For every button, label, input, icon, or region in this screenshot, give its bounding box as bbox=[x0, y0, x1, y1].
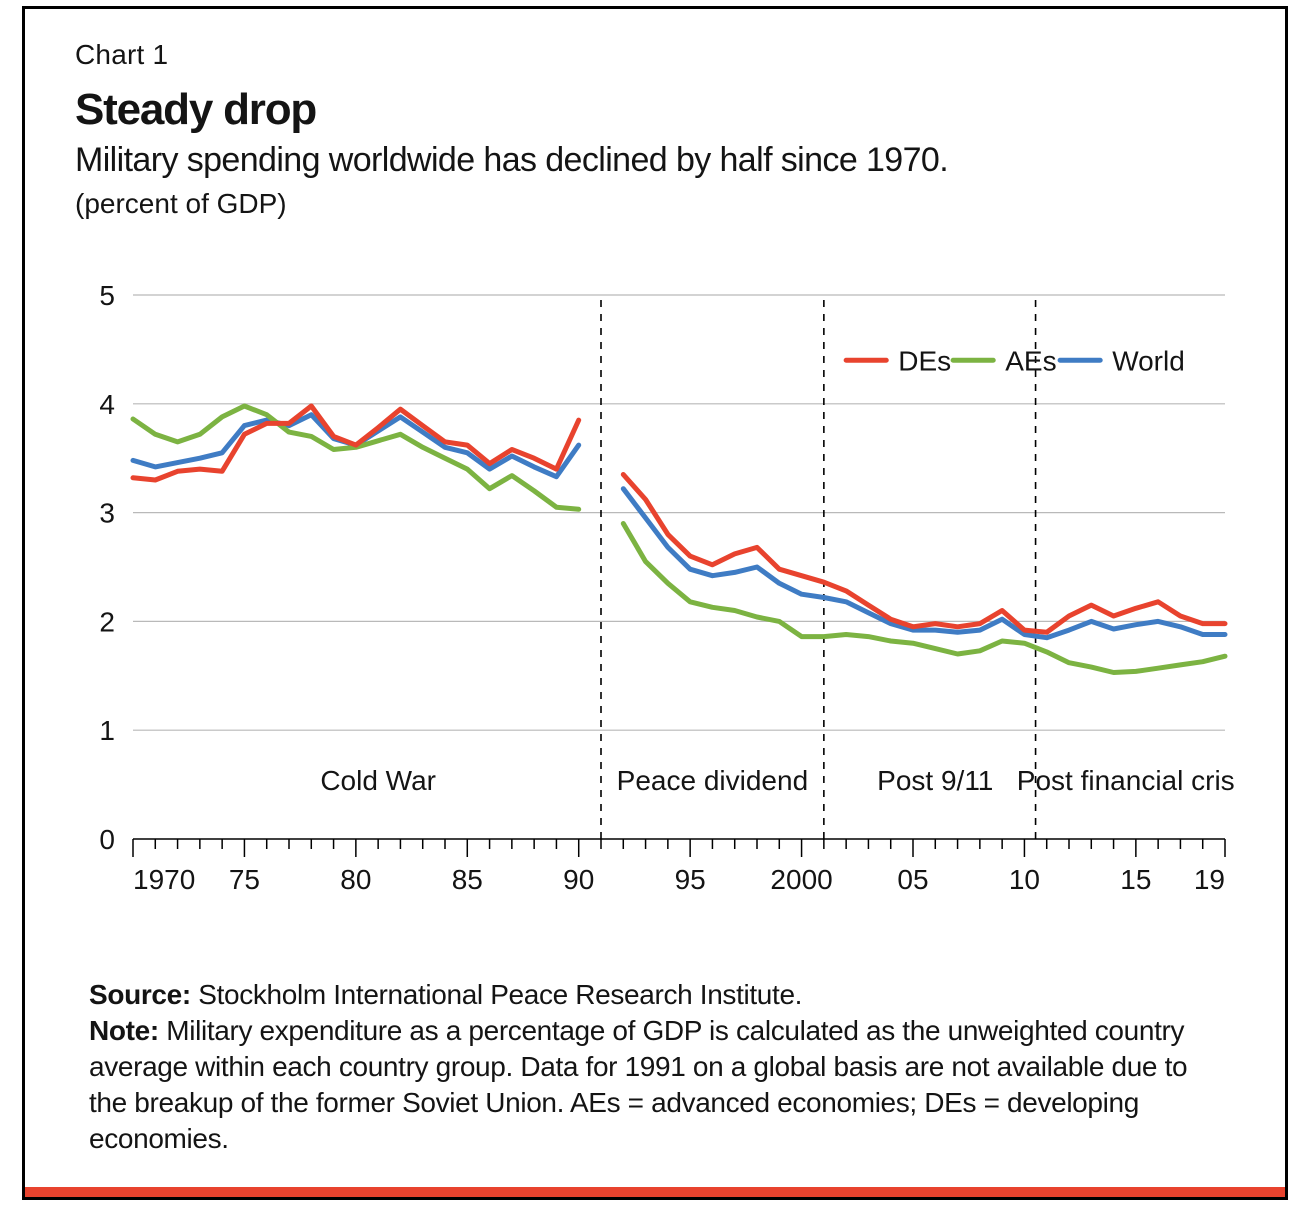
chart-unit-label: (percent of GDP) bbox=[75, 188, 1235, 220]
note-line: Note: Military expenditure as a percenta… bbox=[89, 1013, 1205, 1157]
legend-label: DEs bbox=[898, 345, 951, 376]
chart-footer: Source: Stockholm International Peace Re… bbox=[89, 977, 1205, 1157]
x-tick-label: 80 bbox=[340, 864, 371, 895]
y-tick-label: 0 bbox=[99, 824, 115, 855]
period-label: Cold War bbox=[320, 765, 436, 796]
chart-header: Chart 1 Steady drop Military spending wo… bbox=[75, 39, 1235, 220]
x-tick-label: 1970 bbox=[133, 864, 195, 895]
y-tick-label: 3 bbox=[99, 498, 115, 529]
note-text: Military expenditure as a percentage of … bbox=[89, 1015, 1187, 1154]
x-tick-label: 05 bbox=[897, 864, 928, 895]
x-tick-label: 75 bbox=[229, 864, 260, 895]
x-tick-label: 90 bbox=[563, 864, 594, 895]
chart-plot: 0 1 2 3 4 5 1970 75 80 85 90 95 2000 05 10 15 19 Cold War… bbox=[75, 285, 1235, 925]
x-tick-label: 15 bbox=[1120, 864, 1151, 895]
x-tick-label: 19 bbox=[1194, 864, 1225, 895]
bottom-accent-bar bbox=[25, 1187, 1285, 1197]
legend-label: AEs bbox=[1005, 345, 1056, 376]
source-line: Source: Stockholm International Peace Re… bbox=[89, 977, 1205, 1013]
x-tick-label: 95 bbox=[675, 864, 706, 895]
series-DEs bbox=[133, 406, 1225, 632]
y-tick-label: 2 bbox=[99, 606, 115, 637]
source-text: Stockholm International Peace Research I… bbox=[191, 979, 802, 1010]
period-label: Peace dividend bbox=[617, 765, 808, 796]
legend-label: World bbox=[1112, 345, 1185, 376]
x-tick-label: 10 bbox=[1009, 864, 1040, 895]
chart-subtitle: Military spending worldwide has declined… bbox=[75, 141, 1235, 180]
chart-title: Steady drop bbox=[75, 85, 1235, 135]
note-label: Note: bbox=[89, 1015, 159, 1046]
x-tick-label: 2000 bbox=[770, 864, 832, 895]
y-tick-label: 1 bbox=[99, 715, 115, 746]
series-World bbox=[133, 415, 1225, 638]
y-tick-label: 4 bbox=[99, 389, 115, 420]
period-label: Post 9/11 bbox=[877, 765, 993, 796]
chart-card: Chart 1 Steady drop Military spending wo… bbox=[22, 6, 1288, 1200]
chart-number-label: Chart 1 bbox=[75, 39, 1235, 71]
source-label: Source: bbox=[89, 979, 191, 1010]
period-label: Post financial crisis bbox=[1017, 765, 1235, 796]
y-tick-label: 5 bbox=[99, 285, 115, 311]
x-tick-label: 85 bbox=[452, 864, 483, 895]
